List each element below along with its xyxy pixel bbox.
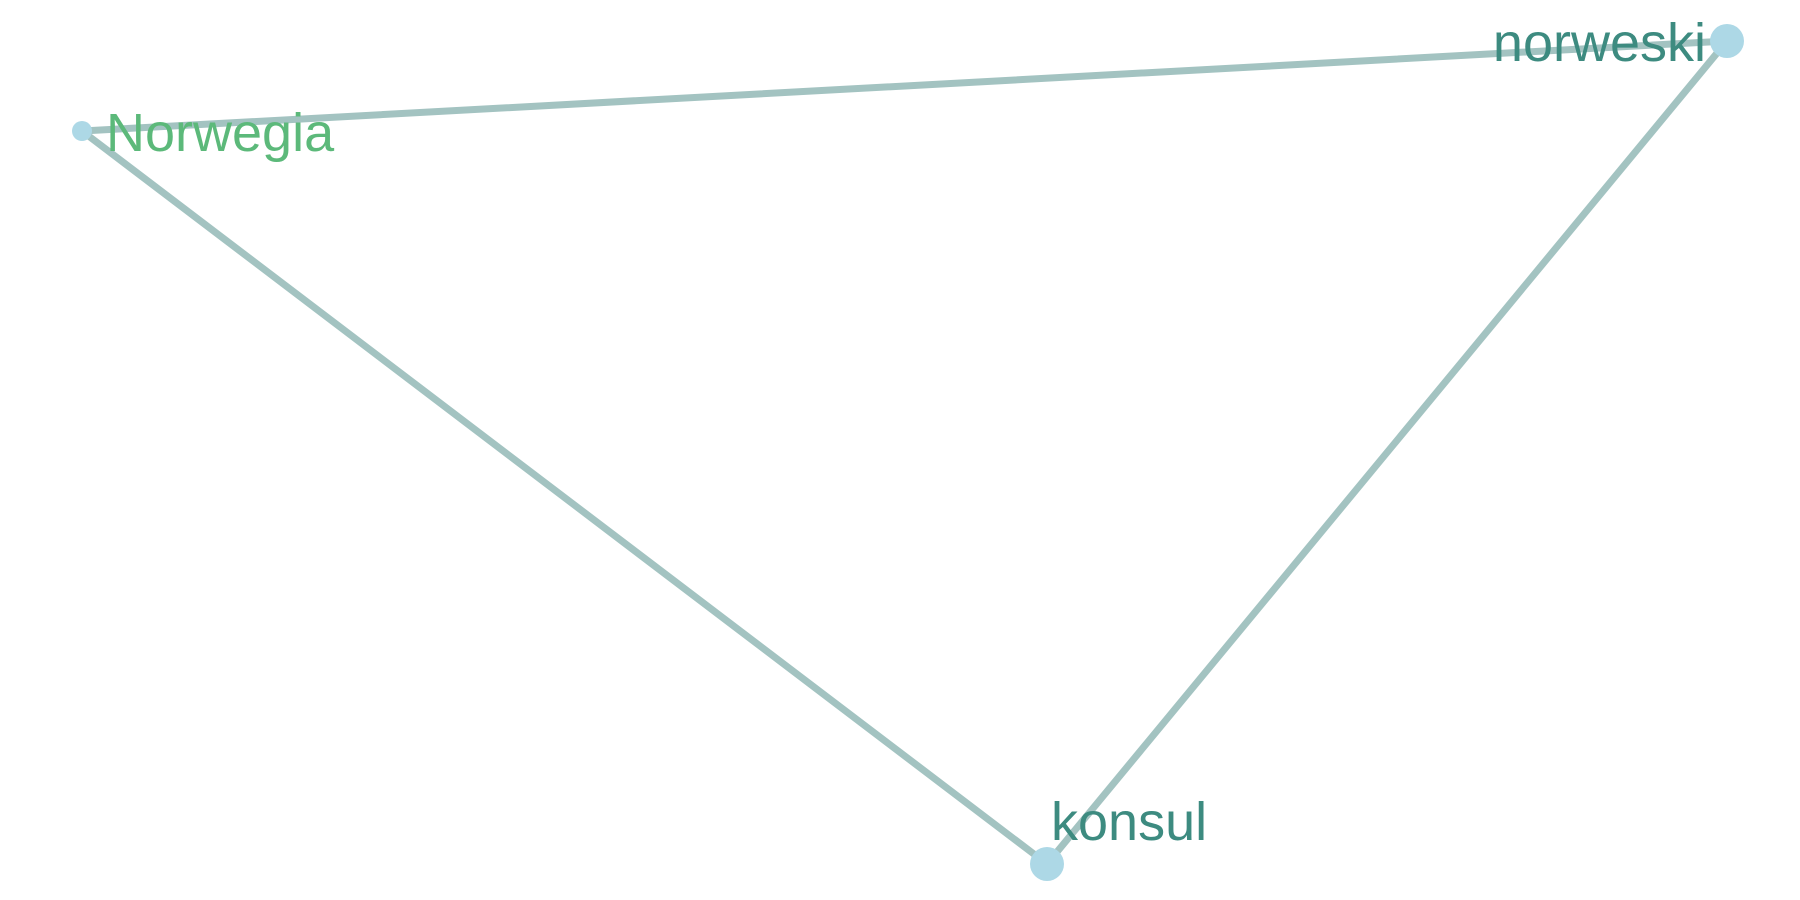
node-label-konsul: konsul xyxy=(1051,792,1207,852)
node-konsul xyxy=(1030,847,1064,881)
node-label-norwegia: Norwegia xyxy=(106,103,335,163)
node-label-norweski: norweski xyxy=(1493,13,1706,73)
node-norweski xyxy=(1710,24,1744,58)
edge-norwegia-konsul xyxy=(78,127,1051,868)
edge-norweski-konsul xyxy=(1043,37,1731,868)
node-norwegia xyxy=(72,121,92,141)
edges-layer xyxy=(78,37,1731,868)
labels-layer: Norwegia norweski konsul xyxy=(106,13,1706,852)
edge-norwegia-norweski xyxy=(78,37,1731,135)
nodes-layer xyxy=(72,24,1744,881)
